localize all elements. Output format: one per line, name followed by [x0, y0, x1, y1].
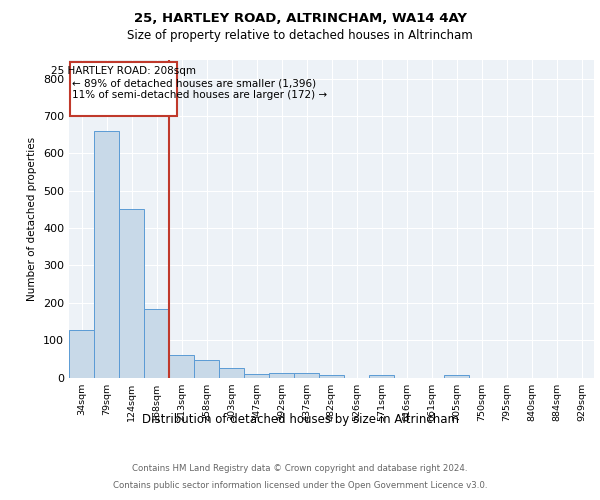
- Bar: [319, 376, 344, 378]
- Bar: [94, 131, 119, 378]
- Text: Distribution of detached houses by size in Altrincham: Distribution of detached houses by size …: [142, 412, 458, 426]
- Bar: [244, 374, 269, 378]
- Text: Contains HM Land Registry data © Crown copyright and database right 2024.: Contains HM Land Registry data © Crown c…: [132, 464, 468, 473]
- Bar: [444, 376, 469, 378]
- Bar: [69, 330, 94, 378]
- Bar: [219, 368, 244, 378]
- Y-axis label: Number of detached properties: Number of detached properties: [28, 136, 37, 301]
- Bar: [169, 355, 194, 378]
- Text: 11% of semi-detached houses are larger (172) →: 11% of semi-detached houses are larger (…: [72, 90, 328, 100]
- Bar: [119, 210, 144, 378]
- Bar: [144, 309, 169, 378]
- Text: ← 89% of detached houses are smaller (1,396): ← 89% of detached houses are smaller (1,…: [72, 78, 316, 88]
- Text: Size of property relative to detached houses in Altrincham: Size of property relative to detached ho…: [127, 29, 473, 42]
- Text: Contains public sector information licensed under the Open Government Licence v3: Contains public sector information licen…: [113, 481, 487, 490]
- Bar: [269, 373, 294, 378]
- Text: 25 HARTLEY ROAD: 208sqm: 25 HARTLEY ROAD: 208sqm: [51, 66, 196, 76]
- Bar: [294, 374, 319, 378]
- Text: 25, HARTLEY ROAD, ALTRINCHAM, WA14 4AY: 25, HARTLEY ROAD, ALTRINCHAM, WA14 4AY: [133, 12, 467, 24]
- Bar: [369, 376, 394, 378]
- FancyBboxPatch shape: [70, 62, 176, 116]
- Bar: [194, 360, 219, 378]
